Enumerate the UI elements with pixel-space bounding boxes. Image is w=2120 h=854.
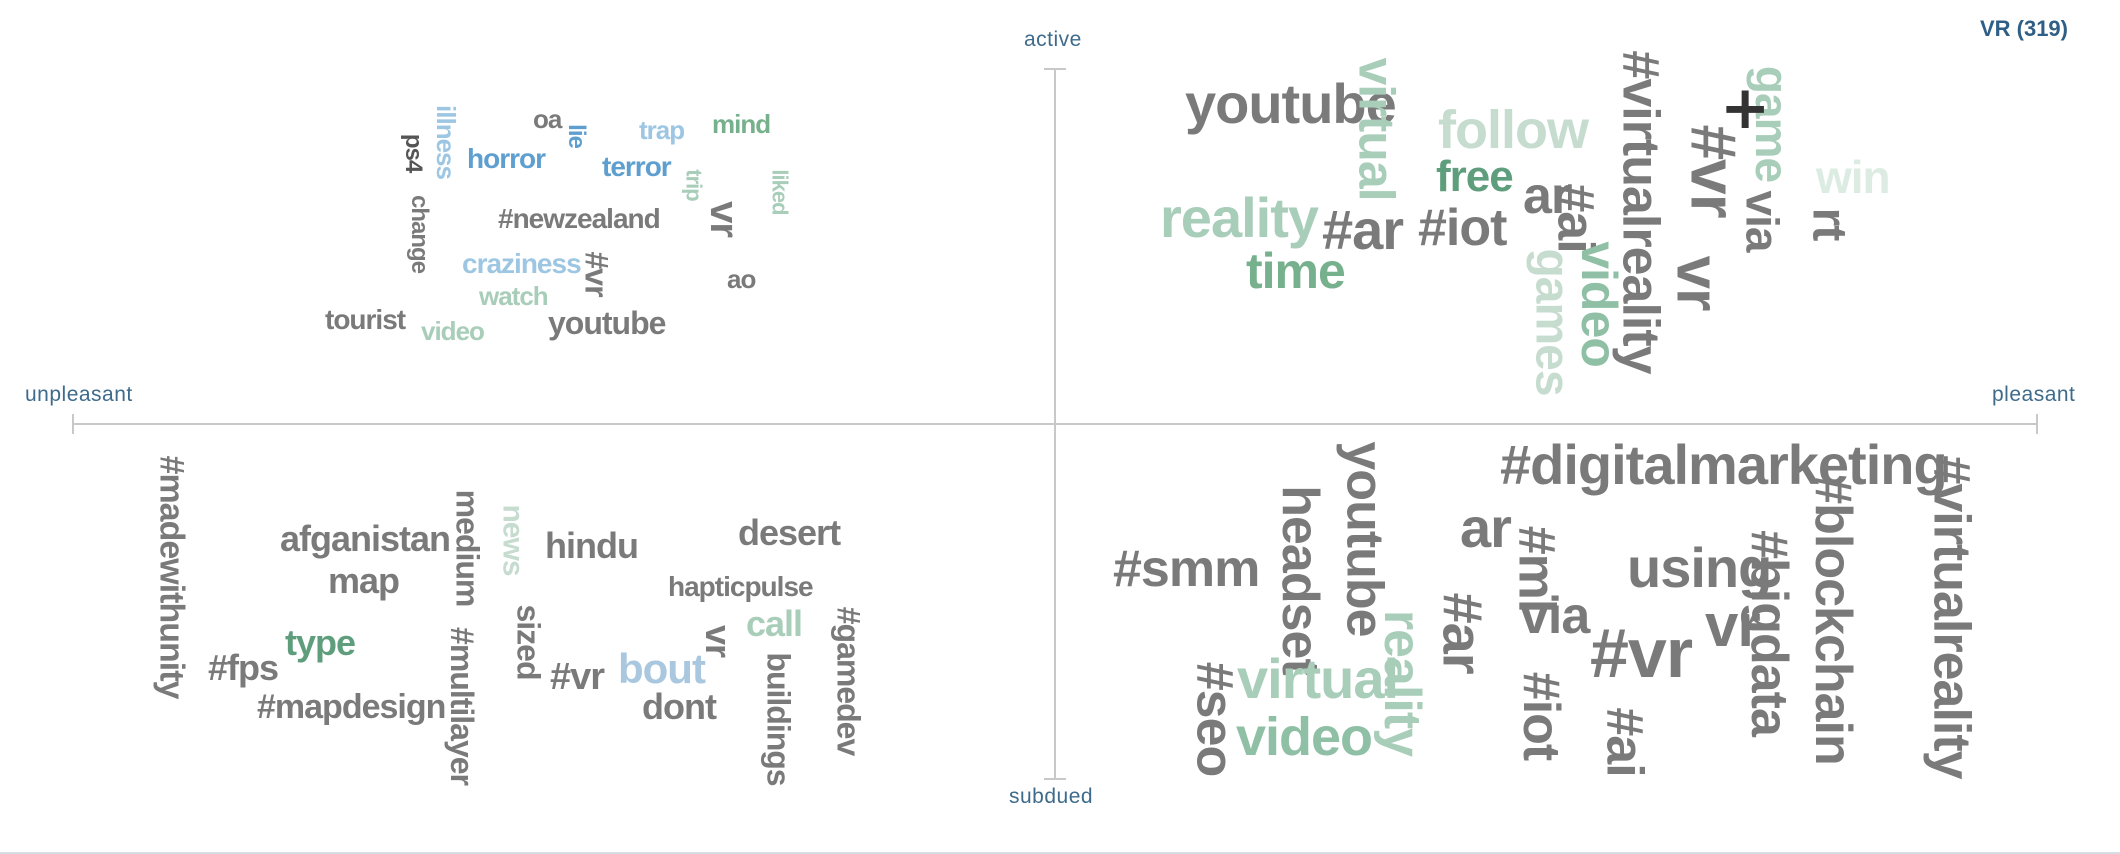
word-hashar-br: #ar xyxy=(1431,592,1495,674)
word-video-br: video xyxy=(1236,707,1373,767)
word-free: free xyxy=(1436,152,1514,201)
word-illness: illness xyxy=(430,105,461,179)
word-call: call xyxy=(746,603,803,644)
word-vr-br: vr xyxy=(1705,592,1761,659)
word-hashar-tr: #ar xyxy=(1322,198,1404,261)
word-using: using xyxy=(1627,536,1772,599)
word-hapticpulse: hapticpulse xyxy=(668,571,814,602)
vertical-axis-bottom-cap xyxy=(1044,778,1066,780)
word-via-br: via xyxy=(1520,587,1590,645)
word-medium: medium xyxy=(449,489,486,607)
word-video-tl: video xyxy=(421,316,485,346)
word-newzealand: #newzealand xyxy=(498,203,661,234)
axis-label-subdued: subdued xyxy=(1009,785,1094,808)
word-oa: oa xyxy=(533,104,562,134)
bottom-divider xyxy=(0,852,2120,854)
word-rt: rt xyxy=(1802,207,1856,241)
horizontal-axis-right-cap xyxy=(2036,414,2038,434)
word-desert: desert xyxy=(738,512,841,553)
word-digitalmarketing: #digitalmarketing xyxy=(1500,433,1948,496)
word-video-tr: video xyxy=(1570,241,1627,367)
word-hashvr-bl: #vr xyxy=(550,656,605,698)
word-hashai-br: #ai xyxy=(1595,707,1654,777)
word-games: games xyxy=(1525,248,1579,396)
vertical-axis xyxy=(1054,68,1056,780)
word-hashvirtualreality-br: #virtualreality xyxy=(1922,455,1981,779)
word-change: change xyxy=(406,194,434,274)
word-craziness: craziness xyxy=(462,248,582,279)
word-hashsmm: #smm xyxy=(1113,540,1260,598)
word-gamedev: #gamedev xyxy=(830,606,867,756)
word-buildings: buildings xyxy=(760,652,797,786)
word-hashseo: #seo xyxy=(1185,661,1244,777)
word-hashiot-br: #iot xyxy=(1512,671,1571,761)
word-tourist: tourist xyxy=(325,304,406,335)
word-news: news xyxy=(496,504,530,576)
axis-label-pleasant: pleasant xyxy=(1992,383,2076,406)
word-ar-tr: ar xyxy=(1523,167,1571,225)
axis-label-active: active xyxy=(1024,28,1082,51)
word-lie: lie xyxy=(562,124,590,148)
word-liked: liked xyxy=(767,169,793,215)
word-youtube-br: youtube xyxy=(1335,441,1394,637)
word-virtual-tr: virtual xyxy=(1348,57,1405,201)
word-madewithunity: #madewithunity xyxy=(152,455,191,699)
word-terror: terror xyxy=(602,151,672,182)
chart-title: VR (319) xyxy=(1979,16,2068,41)
word-trip: trip xyxy=(681,169,707,201)
word-multilayer: #multilayer xyxy=(443,627,480,785)
word-dont: dont xyxy=(642,686,717,727)
word-vr-tr: vr xyxy=(1664,255,1732,311)
word-sized: sized xyxy=(510,604,547,680)
word-virtual-br: virtual xyxy=(1237,647,1399,710)
word-reality-tr: reality xyxy=(1160,186,1319,249)
word-type: type xyxy=(285,622,356,663)
word-vr-tl: vr xyxy=(701,201,746,237)
word-hashiot-tr: #iot xyxy=(1418,199,1507,257)
word-afganistan: afganistan xyxy=(280,518,451,559)
word-ps4: ps4 xyxy=(400,133,428,173)
vertical-axis-top-cap xyxy=(1044,68,1066,70)
word-horror: horror xyxy=(467,143,546,174)
word-hashvr-br: #vr xyxy=(1590,614,1693,692)
word-hashvr-tl: #vr xyxy=(578,251,615,297)
word-vr-bl: vr xyxy=(698,624,740,658)
word-hindu: hindu xyxy=(545,525,639,566)
word-follow: follow xyxy=(1438,100,1589,160)
word-ar-br: ar xyxy=(1460,496,1512,559)
plus-marker: + xyxy=(1720,73,1771,143)
word-trap: trap xyxy=(639,115,685,145)
word-time: time xyxy=(1246,243,1346,299)
word-youtube-tr: youtube xyxy=(1185,72,1397,135)
horizontal-axis-left-cap xyxy=(72,414,74,434)
word-bout: bout xyxy=(618,645,706,692)
word-mind: mind xyxy=(712,109,771,139)
word-ao: ao xyxy=(727,264,756,294)
word-via-tr: via xyxy=(1736,190,1789,252)
word-hashblockchain: #blockchain xyxy=(1803,475,1862,765)
word-youtube-tl: youtube xyxy=(548,305,666,341)
word-win: win xyxy=(1816,151,1891,203)
word-map: map xyxy=(328,560,400,601)
axis-label-unpleasant: unpleasant xyxy=(25,383,133,406)
word-mapdesign: #mapdesign xyxy=(257,688,446,726)
word-watch: watch xyxy=(479,281,549,311)
word-hashfps: #fps xyxy=(208,647,279,688)
